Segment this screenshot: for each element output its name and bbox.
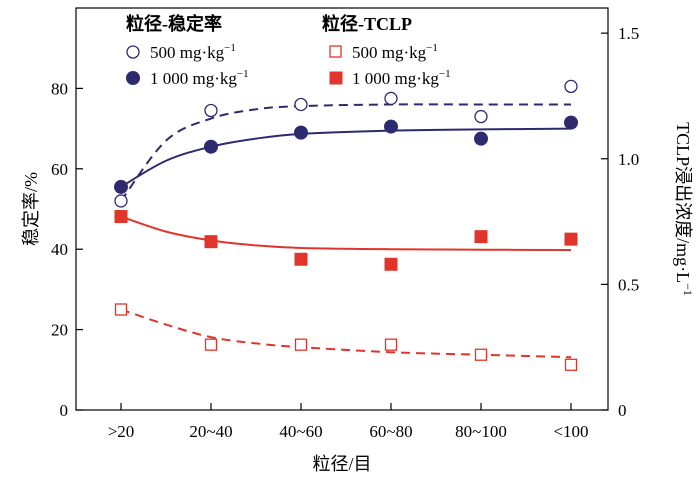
right-axis: 0 0.5 1.0 1.5 bbox=[601, 24, 639, 420]
legend-label-tclp-500-sup: −1 bbox=[426, 42, 438, 54]
x-tick-label: >20 bbox=[108, 422, 135, 441]
y-right-tick-label: 1.5 bbox=[618, 24, 639, 43]
x-tick-label: 20~40 bbox=[189, 422, 232, 441]
legend-marker-stability-1000 bbox=[126, 71, 140, 85]
y-right-tick-label: 1.0 bbox=[618, 150, 639, 169]
data-point-series-3 bbox=[114, 210, 128, 224]
y-right-tick-label: 0.5 bbox=[618, 275, 639, 294]
y-left-tick-label: 80 bbox=[51, 79, 68, 98]
legend-title-tclp: 粒径-TCLP bbox=[322, 13, 412, 34]
fit-curve-series-0 bbox=[120, 103, 571, 202]
data-point-series-2 bbox=[384, 338, 398, 351]
plot-frame bbox=[75, 7, 609, 411]
legend-label-tclp-500-main: 500 mg·kg bbox=[352, 43, 427, 62]
data-point-series-0 bbox=[564, 79, 578, 94]
data-point-series-1 bbox=[564, 115, 578, 130]
fit-curve-series-1 bbox=[120, 127, 572, 188]
legend-label-stability-1000-sup: −1 bbox=[237, 68, 249, 80]
data-point-series-3 bbox=[204, 235, 218, 249]
legend-label-stability-500: 500 mg·kg−1 bbox=[150, 42, 236, 62]
data-point-series-2 bbox=[294, 338, 308, 351]
data-point-series-3 bbox=[564, 232, 578, 246]
legend: 粒径-稳定率 粒径-TCLP 500 mg·kg−1 1 000 mg·kg−1… bbox=[126, 13, 451, 88]
legend-label-stability-500-main: 500 mg·kg bbox=[150, 43, 225, 62]
left-axis: 0 20 40 60 80 bbox=[51, 79, 83, 420]
fit-curve-series-3 bbox=[120, 215, 572, 251]
data-point-series-1 bbox=[204, 139, 218, 154]
data-point-series-0 bbox=[204, 103, 218, 118]
data-point-series-3 bbox=[474, 230, 488, 244]
legend-marker-tclp-500 bbox=[329, 45, 342, 58]
legend-marker-tclp-1000 bbox=[329, 71, 343, 85]
legend-label-stability-1000-main: 1 000 mg·kg bbox=[150, 69, 237, 88]
legend-label-tclp-1000: 1 000 mg·kg−1 bbox=[352, 68, 451, 88]
y-axis-right-label: TCLP浸出浓度/mg·L−1 bbox=[673, 122, 695, 296]
fit-curve-series-2 bbox=[120, 308, 572, 359]
data-point-series-0 bbox=[114, 194, 128, 208]
y-right-tick-label: 0 bbox=[618, 401, 627, 420]
legend-label-stability-500-sup: −1 bbox=[224, 42, 236, 54]
legend-marker-stability-500 bbox=[126, 45, 140, 59]
data-point-series-0 bbox=[384, 91, 398, 106]
data-point-series-1 bbox=[294, 125, 308, 140]
legend-label-stability-1000: 1 000 mg·kg−1 bbox=[150, 68, 249, 88]
y-axis-right-label-sup: −1 bbox=[681, 283, 695, 296]
fit-curves bbox=[120, 103, 572, 359]
x-tick-label: 60~80 bbox=[369, 422, 412, 441]
data-point-series-1 bbox=[114, 179, 128, 194]
data-point-series-0 bbox=[474, 109, 488, 124]
data-point-series-1 bbox=[474, 131, 488, 146]
y-axis-left-label: 稳定率/% bbox=[21, 172, 41, 246]
y-left-tick-label: 20 bbox=[51, 321, 68, 340]
y-left-tick-label: 60 bbox=[51, 160, 68, 179]
x-tick-label: 80~100 bbox=[455, 422, 507, 441]
data-point-series-1 bbox=[384, 119, 398, 134]
data-point-series-0 bbox=[294, 97, 308, 112]
x-tick-label: <100 bbox=[553, 422, 588, 441]
legend-label-tclp-500: 500 mg·kg−1 bbox=[352, 42, 438, 62]
data-point-series-3 bbox=[294, 252, 308, 266]
x-axis-label: 粒径/目 bbox=[312, 454, 371, 474]
y-left-tick-label: 0 bbox=[60, 401, 69, 420]
legend-title-stability: 粒径-稳定率 bbox=[126, 13, 222, 34]
data-point-series-2 bbox=[564, 358, 578, 371]
y-left-tick-label: 40 bbox=[51, 240, 68, 259]
data-point-series-2 bbox=[474, 348, 488, 361]
x-tick-label: 40~60 bbox=[279, 422, 322, 441]
y-axis-right-label-main: TCLP浸出浓度/mg·L bbox=[673, 122, 693, 283]
x-axis: >20 20~40 40~60 60~80 80~100 <100 bbox=[108, 403, 589, 441]
legend-label-tclp-1000-main: 1 000 mg·kg bbox=[352, 69, 439, 88]
data-point-series-2 bbox=[204, 338, 218, 351]
data-markers bbox=[114, 79, 578, 371]
legend-label-tclp-1000-sup: −1 bbox=[439, 68, 451, 80]
data-point-series-3 bbox=[384, 257, 398, 271]
data-point-series-2 bbox=[114, 303, 128, 316]
